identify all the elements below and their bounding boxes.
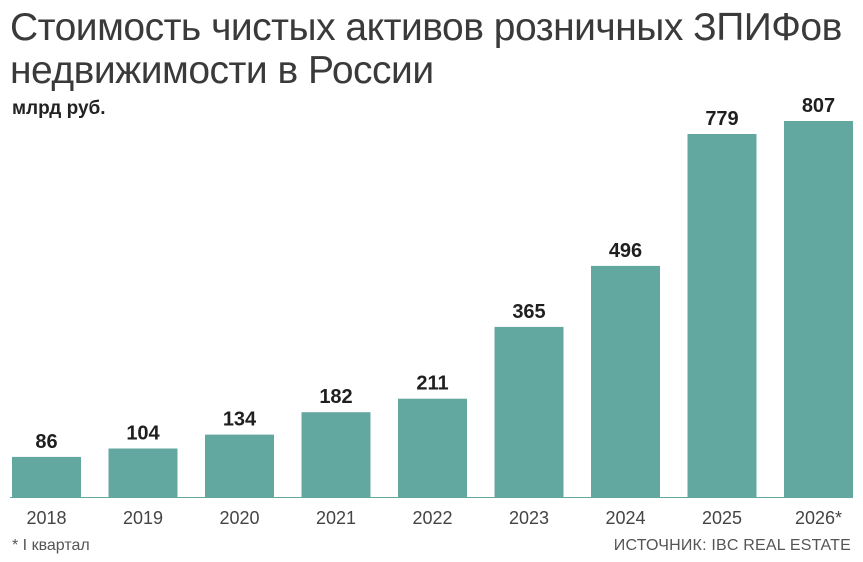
chart-title: Стоимость чистых активов розничных ЗПИФо…: [10, 6, 842, 92]
bar-2026: [784, 121, 853, 497]
data-label-2021: 182: [319, 386, 352, 408]
data-label-2022: 211: [416, 373, 448, 395]
bar-2019: [108, 448, 178, 497]
bar-2022: [398, 398, 467, 497]
footnote: * I квартал: [12, 537, 90, 554]
data-label-2018: 86: [35, 431, 57, 453]
bar-2023: [494, 326, 564, 497]
bar-2024: [591, 265, 660, 497]
bar-2021: [301, 412, 371, 497]
x-tick-label-2018: 2018: [26, 508, 66, 528]
x-tick-label-2019: 2019: [123, 508, 163, 528]
x-tick-label-2024: 2024: [605, 508, 645, 528]
bar-2018: [12, 456, 81, 497]
x-tick-label-2022: 2022: [412, 508, 452, 528]
x-tick-label-2025: 2025: [702, 508, 742, 528]
data-label-2024: 496: [609, 240, 642, 262]
unit-label: млрд руб.: [12, 98, 106, 119]
data-label-2020: 134: [223, 409, 257, 431]
data-label-2019: 104: [126, 423, 160, 445]
x-tick-label-2023: 2023: [509, 508, 549, 528]
x-tick-label-2026: 2026*: [795, 508, 842, 528]
x-tick-label-2020: 2020: [219, 508, 259, 528]
bar-2020: [205, 434, 274, 497]
bar-2025: [687, 134, 757, 497]
source-note: ИСТОЧНИК: IBC REAL ESTATE: [613, 537, 851, 554]
x-tick-label-2021: 2021: [316, 508, 356, 528]
data-label-2025: 779: [705, 108, 738, 130]
data-label-2026: 807: [802, 95, 835, 117]
data-label-2023: 365: [512, 301, 545, 323]
